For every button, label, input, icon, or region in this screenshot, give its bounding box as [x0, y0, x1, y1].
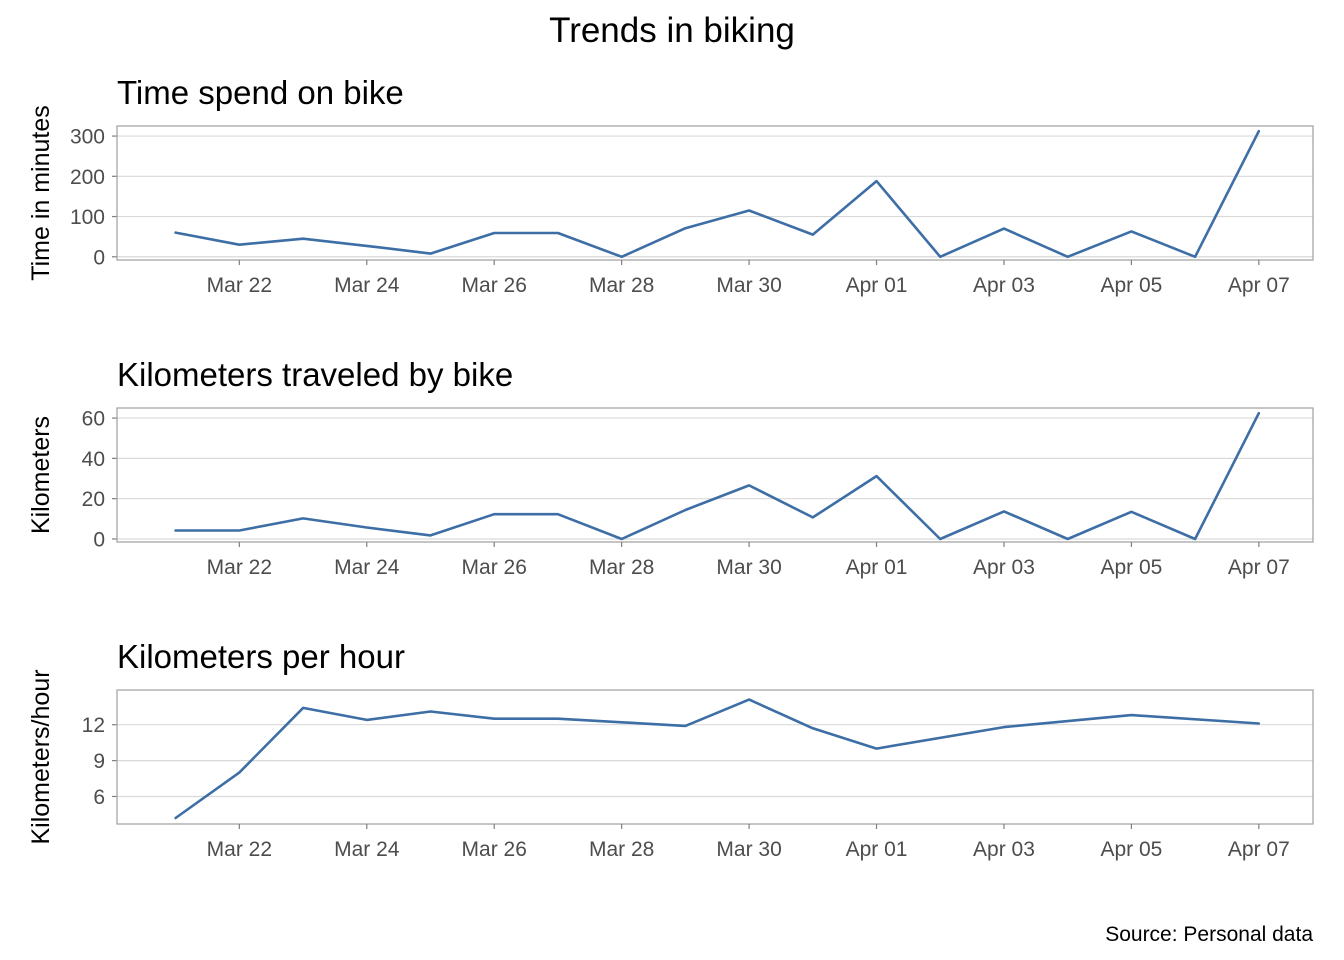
- x-tick-label: Apr 05: [1100, 556, 1162, 579]
- y-axis-label: Kilometers/hour: [27, 669, 55, 844]
- y-tick-label: 300: [70, 126, 105, 149]
- x-tick-label: Apr 07: [1228, 274, 1290, 297]
- panel-2: Kilometers traveled by bike Kilometers 0 20…: [27, 356, 1314, 579]
- y-tick-label: 12: [82, 714, 105, 737]
- x-tick-label: Mar 30: [716, 838, 781, 861]
- y-tick-label: 60: [82, 408, 105, 431]
- figure-title: Trends in biking: [549, 11, 795, 50]
- x-tick-label: Apr 01: [846, 274, 908, 297]
- y-axis-label: Kilometers: [27, 416, 55, 534]
- x-tick-label: Mar 22: [207, 838, 272, 861]
- series-line: [174, 698, 1261, 820]
- y-axis-label: Time in minutes: [27, 105, 55, 281]
- x-tick-label: Mar 22: [207, 274, 272, 297]
- x-tick-label: Mar 24: [334, 274, 400, 297]
- x-tick-label: Apr 03: [973, 274, 1035, 297]
- panel-title: Time spend on bike: [117, 74, 404, 111]
- x-tick-label: Mar 26: [462, 274, 527, 297]
- x-tick-label: Apr 05: [1100, 274, 1162, 297]
- x-tick-label: Mar 26: [462, 556, 527, 579]
- x-tick-label: Apr 03: [973, 838, 1035, 861]
- x-tick-label: Mar 30: [716, 556, 781, 579]
- x-tick-label: Mar 28: [589, 838, 654, 861]
- x-tick-label: Apr 07: [1228, 556, 1290, 579]
- panel-title: Kilometers traveled by bike: [117, 356, 513, 393]
- panel-1: Time spend on bike Time in minutes 0 100 200…: [27, 74, 1314, 297]
- x-tick-label: Mar 30: [716, 274, 781, 297]
- x-tick-label: Mar 28: [589, 556, 654, 579]
- panel-3: Kilometers per hour Kilometers/hour 6 9 12 Ma…: [27, 638, 1314, 861]
- figure-caption: Source: Personal data: [1105, 923, 1313, 946]
- panel-title: Kilometers per hour: [117, 638, 405, 675]
- x-tick-label: Mar 28: [589, 274, 654, 297]
- y-tick-label: 6: [93, 786, 105, 809]
- series-line: [174, 411, 1261, 541]
- y-tick-label: 40: [82, 448, 105, 471]
- panel-frame: [116, 407, 1314, 543]
- y-tick-label: 20: [82, 488, 105, 511]
- x-tick-label: Apr 07: [1228, 838, 1290, 861]
- x-tick-label: Apr 01: [846, 556, 908, 579]
- series-line: [174, 129, 1261, 259]
- x-tick-label: Mar 22: [207, 556, 272, 579]
- panel-frame: [116, 125, 1314, 261]
- y-tick-label: 0: [93, 528, 105, 551]
- y-tick-label: 0: [93, 246, 105, 269]
- x-tick-label: Mar 26: [462, 838, 527, 861]
- y-tick-label: 100: [70, 206, 105, 229]
- x-tick-label: Apr 01: [846, 838, 908, 861]
- x-tick-label: Apr 05: [1100, 838, 1162, 861]
- y-tick-label: 9: [93, 750, 105, 773]
- x-tick-label: Mar 24: [334, 838, 400, 861]
- panel-frame: [116, 689, 1314, 825]
- x-tick-label: Apr 03: [973, 556, 1035, 579]
- y-tick-label: 200: [70, 166, 105, 189]
- x-tick-label: Mar 24: [334, 556, 400, 579]
